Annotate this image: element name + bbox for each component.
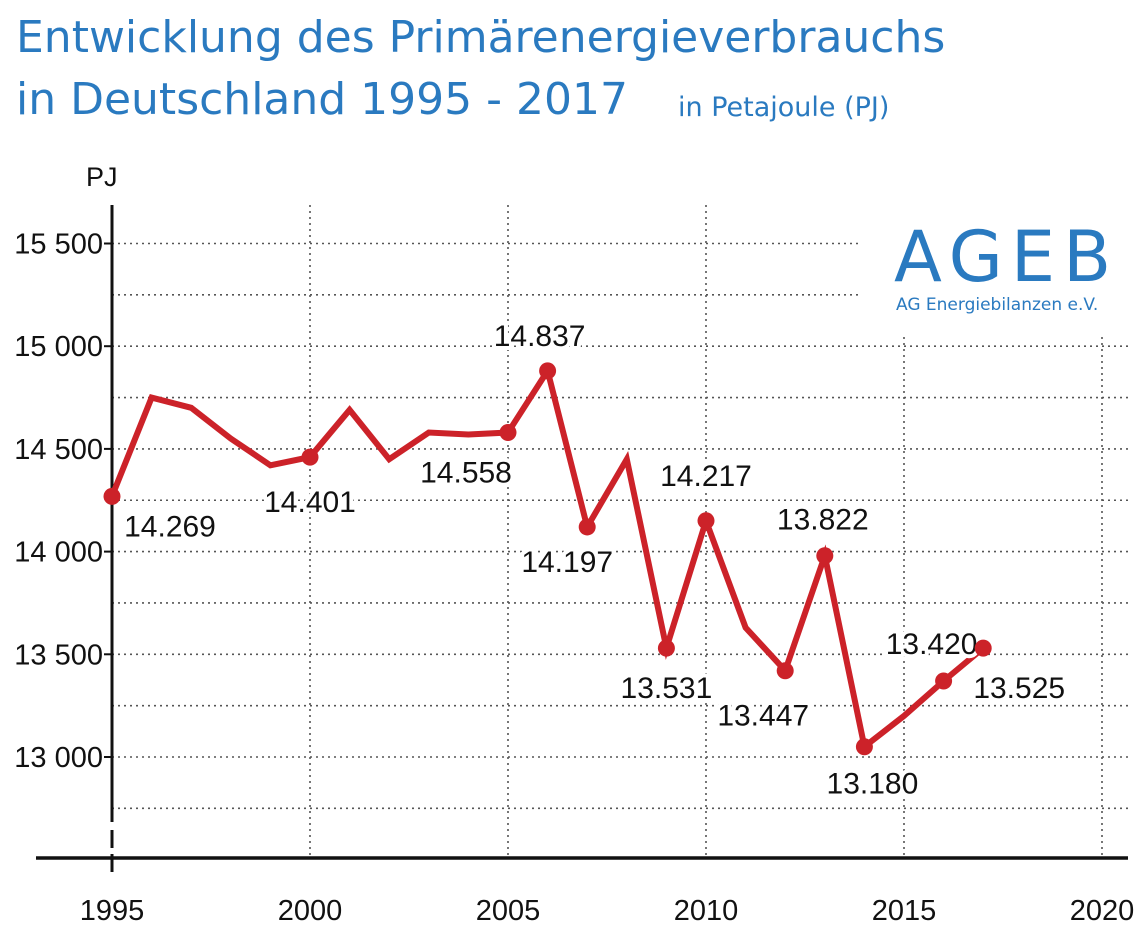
x-tick-label: 1995 — [80, 895, 145, 927]
x-tick-label: 2005 — [476, 895, 541, 927]
data-label: 14.269 — [124, 510, 216, 543]
y-tick-label: 15 000 — [14, 331, 103, 363]
data-label: 13.447 — [717, 700, 809, 733]
data-point — [855, 738, 873, 756]
data-label: 13.525 — [973, 672, 1065, 705]
data-label: 14.197 — [521, 546, 613, 579]
data-label: 14.217 — [660, 460, 752, 493]
x-tick-label: 2000 — [278, 895, 343, 927]
data-point — [578, 518, 596, 536]
data-point — [974, 639, 992, 657]
data-label: 13.180 — [827, 768, 919, 801]
chart-title-line1: Entwicklung des Primärenergieverbrauchs — [16, 12, 946, 63]
y-tick-label: 13 000 — [14, 742, 103, 774]
ageb-logo-subtitle: AG Energiebilanzen e.V. — [896, 295, 1099, 315]
chart-subtitle: in Petajoule (PJ) — [678, 92, 890, 123]
data-label: 13.531 — [621, 672, 713, 705]
data-point — [935, 672, 953, 690]
x-tick-label: 2010 — [674, 895, 739, 927]
data-point — [657, 639, 675, 657]
y-axis-label: PJ — [86, 162, 118, 192]
data-point — [499, 423, 517, 441]
data-point — [301, 448, 319, 466]
y-tick-label: 15 500 — [14, 229, 103, 261]
data-label: 14.837 — [494, 320, 586, 353]
data-point — [103, 487, 121, 505]
data-point — [697, 512, 715, 530]
ageb-logo: AGEB — [894, 216, 1120, 298]
logo-background — [862, 205, 1140, 335]
data-point — [539, 362, 557, 380]
data-label: 14.401 — [264, 486, 356, 519]
y-tick-label: 14 500 — [14, 434, 103, 466]
x-tick-label: 2015 — [872, 895, 937, 927]
data-label: 14.558 — [420, 456, 512, 489]
data-label: 13.420 — [886, 628, 978, 661]
data-label: 13.822 — [777, 504, 869, 537]
chart-title-line2: in Deutschland 1995 - 2017 — [16, 74, 628, 125]
y-tick-label: 13 500 — [14, 639, 103, 671]
data-point — [816, 547, 834, 565]
data-point — [776, 662, 794, 680]
x-tick-label: 2020 — [1070, 895, 1135, 927]
y-tick-label: 14 000 — [14, 537, 103, 569]
